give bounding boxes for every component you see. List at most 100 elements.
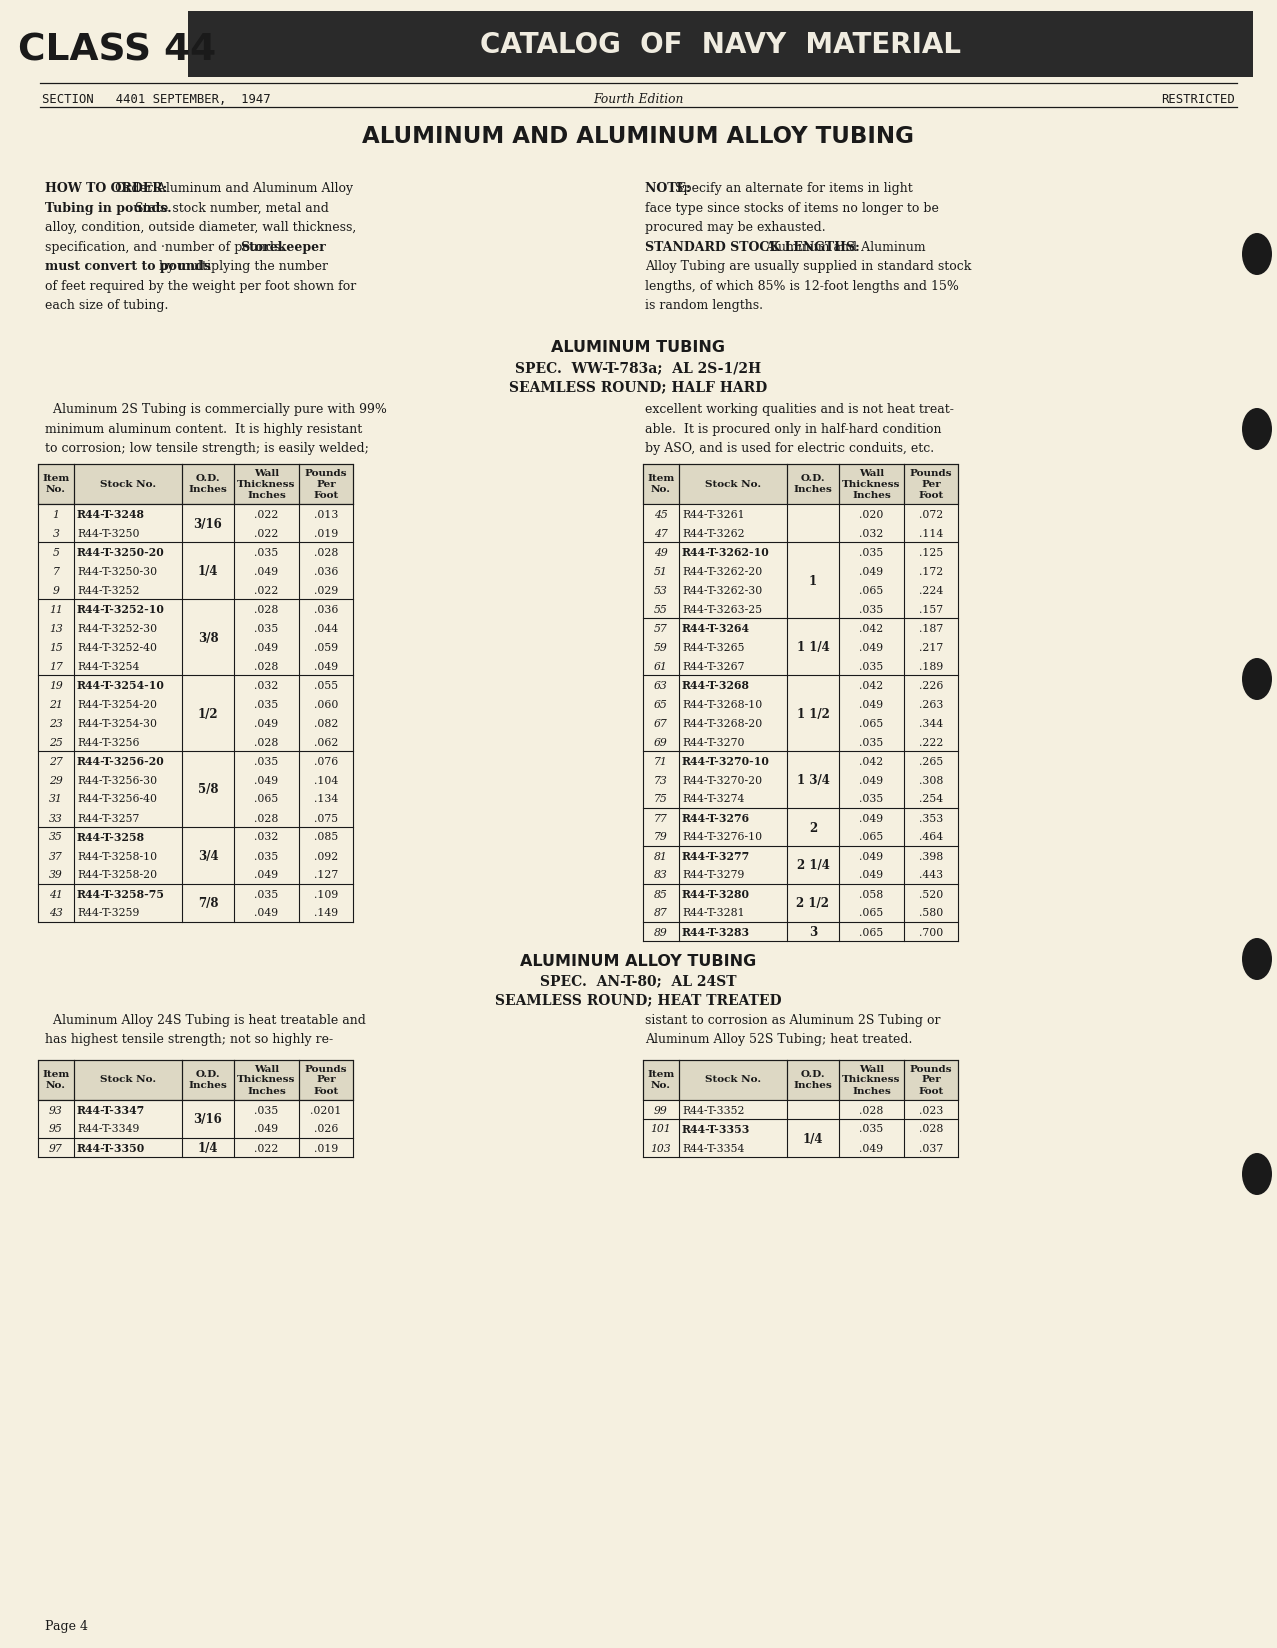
Text: Pounds: Pounds — [305, 468, 347, 478]
Text: Foot: Foot — [313, 489, 338, 499]
Text: 1: 1 — [808, 574, 817, 587]
Text: .344: .344 — [919, 719, 942, 728]
Text: 33: 33 — [49, 812, 63, 822]
Text: .189: .189 — [919, 661, 944, 671]
Text: minimum aluminum content.  It is highly resistant: minimum aluminum content. It is highly r… — [45, 422, 363, 435]
Text: .443: .443 — [919, 870, 942, 880]
Text: NOTE:: NOTE: — [645, 181, 695, 194]
Bar — [38, 827, 352, 847]
Text: Order Aluminum and Aluminum Alloy: Order Aluminum and Aluminum Alloy — [115, 181, 352, 194]
Bar — [38, 465, 352, 504]
Bar — [644, 771, 958, 789]
Text: 7: 7 — [52, 567, 60, 577]
Bar — [38, 1060, 352, 1101]
Text: .217: .217 — [919, 643, 944, 653]
Text: each size of tubing.: each size of tubing. — [45, 298, 169, 311]
Text: 83: 83 — [654, 870, 668, 880]
Bar — [644, 733, 958, 751]
Text: .035: .035 — [254, 888, 278, 898]
Text: excellent working qualities and is not heat treat-: excellent working qualities and is not h… — [645, 402, 954, 415]
Text: .049: .049 — [254, 643, 278, 653]
Text: O.D.: O.D. — [801, 1070, 825, 1078]
Text: R44-T-3350: R44-T-3350 — [77, 1142, 146, 1154]
Text: 3/4: 3/4 — [198, 849, 218, 862]
Text: Aluminum and Aluminum: Aluminum and Aluminum — [765, 241, 926, 254]
Text: 73: 73 — [654, 775, 668, 784]
Text: .076: .076 — [314, 756, 338, 766]
Text: Storekeeper: Storekeeper — [240, 241, 326, 254]
Text: 9: 9 — [52, 585, 60, 595]
Text: R44-T-3268: R44-T-3268 — [682, 679, 750, 691]
Text: R44-T-3254-30: R44-T-3254-30 — [77, 719, 157, 728]
Bar — [644, 885, 958, 903]
Text: R44-T-3268-10: R44-T-3268-10 — [682, 699, 762, 709]
Bar — [38, 656, 352, 676]
Text: .022: .022 — [254, 509, 278, 519]
Bar — [38, 771, 352, 789]
Bar — [38, 789, 352, 809]
Text: .0201: .0201 — [310, 1104, 342, 1114]
Text: 29: 29 — [49, 775, 63, 784]
Text: 87: 87 — [654, 908, 668, 918]
Text: R44-T-3277: R44-T-3277 — [682, 850, 751, 862]
Text: R44-T-3274: R44-T-3274 — [682, 794, 744, 804]
Text: R44-T-3270-10: R44-T-3270-10 — [682, 755, 770, 766]
Text: R44-T-3262-10: R44-T-3262-10 — [682, 547, 770, 557]
Text: 3/8: 3/8 — [198, 631, 218, 644]
Text: 25: 25 — [49, 737, 63, 747]
Bar — [644, 789, 958, 809]
Text: .049: .049 — [314, 661, 338, 671]
Text: 2: 2 — [808, 821, 817, 834]
Bar — [644, 923, 958, 941]
Bar — [38, 1101, 352, 1119]
Text: .075: .075 — [314, 812, 338, 822]
Text: .224: .224 — [919, 585, 944, 595]
Bar — [644, 1139, 958, 1157]
Bar — [38, 865, 352, 885]
Text: No.: No. — [651, 485, 670, 494]
Text: Item: Item — [42, 1070, 70, 1078]
Text: .028: .028 — [314, 547, 338, 557]
Text: 67: 67 — [654, 719, 668, 728]
Text: 55: 55 — [654, 605, 668, 615]
Text: STANDARD STOCK LENGTHS:: STANDARD STOCK LENGTHS: — [645, 241, 865, 254]
Text: R44-T-3256-40: R44-T-3256-40 — [77, 794, 157, 804]
Text: R44-T-3280: R44-T-3280 — [682, 888, 750, 900]
Bar — [38, 751, 352, 771]
Bar — [38, 809, 352, 827]
Bar — [644, 1119, 958, 1139]
Text: Foot: Foot — [918, 489, 944, 499]
Text: R44-T-3268-20: R44-T-3268-20 — [682, 719, 762, 728]
Bar — [644, 504, 958, 524]
Text: Fourth Edition: Fourth Edition — [593, 92, 683, 105]
Text: .055: .055 — [314, 681, 338, 691]
Text: .035: .035 — [859, 547, 884, 557]
Text: .022: .022 — [254, 1142, 278, 1154]
Text: 7/8: 7/8 — [198, 897, 218, 910]
Text: .049: .049 — [859, 812, 884, 822]
Text: R44-T-3261: R44-T-3261 — [682, 509, 744, 519]
Text: .037: .037 — [919, 1142, 944, 1154]
Text: procured may be exhausted.: procured may be exhausted. — [645, 221, 826, 234]
Text: .049: .049 — [859, 567, 884, 577]
Text: .222: .222 — [919, 737, 944, 747]
Text: RESTRICTED: RESTRICTED — [1161, 92, 1235, 105]
Text: HOW TO ORDER:: HOW TO ORDER: — [45, 181, 171, 194]
Text: Alloy Tubing are usually supplied in standard stock: Alloy Tubing are usually supplied in sta… — [645, 260, 972, 274]
Text: State stock number, metal and: State stock number, metal and — [135, 201, 328, 214]
Text: Thickness: Thickness — [238, 480, 296, 488]
Text: .065: .065 — [859, 926, 884, 938]
Text: .353: .353 — [919, 812, 944, 822]
Text: .028: .028 — [254, 812, 278, 822]
Bar — [38, 524, 352, 542]
Text: R44-T-3276-10: R44-T-3276-10 — [682, 832, 762, 842]
Text: .028: .028 — [919, 1124, 944, 1134]
Text: .134: .134 — [314, 794, 338, 804]
Bar — [38, 676, 352, 694]
Text: .019: .019 — [314, 1142, 338, 1154]
Bar — [38, 903, 352, 923]
Ellipse shape — [1243, 409, 1272, 450]
Text: .035: .035 — [859, 737, 884, 747]
Text: .072: .072 — [919, 509, 944, 519]
Text: Inches: Inches — [793, 485, 833, 494]
